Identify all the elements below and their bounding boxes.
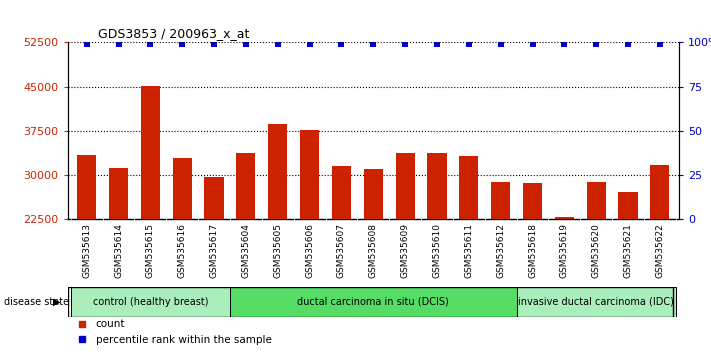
Text: GSM535622: GSM535622 [656,223,664,278]
Text: GSM535619: GSM535619 [560,223,569,278]
Text: GSM535615: GSM535615 [146,223,155,278]
Point [527,41,538,47]
Bar [70,287,230,317]
Legend: count, percentile rank within the sample: count, percentile rank within the sample [73,315,276,349]
Text: GSM535610: GSM535610 [432,223,442,278]
Bar [300,130,319,219]
Point [336,41,347,47]
Text: GSM535605: GSM535605 [273,223,282,278]
Bar [459,156,479,219]
Text: GSM535621: GSM535621 [624,223,633,278]
Bar [77,155,96,219]
Point [113,41,124,47]
Bar [364,169,383,219]
Point [368,41,379,47]
Text: GSM535607: GSM535607 [337,223,346,278]
Text: GSM535617: GSM535617 [210,223,218,278]
Text: GDS3853 / 200963_x_at: GDS3853 / 200963_x_at [98,27,250,40]
Point [272,41,284,47]
Bar [268,125,287,219]
Text: disease state: disease state [4,297,69,307]
Point [176,41,188,47]
Text: invasive ductal carcinoma (IDC): invasive ductal carcinoma (IDC) [518,297,674,307]
Bar [427,153,447,219]
Point [144,41,156,47]
Bar [205,177,223,219]
Text: ▶: ▶ [53,297,60,307]
Point [81,41,92,47]
Text: GSM535613: GSM535613 [82,223,91,278]
Bar [332,166,351,219]
Text: GSM535618: GSM535618 [528,223,537,278]
Point [591,41,602,47]
Bar [109,168,128,219]
Bar [555,217,574,219]
Text: GSM535608: GSM535608 [369,223,378,278]
Bar [173,158,192,219]
Text: ductal carcinoma in situ (DCIS): ductal carcinoma in situ (DCIS) [297,297,449,307]
Text: GSM535614: GSM535614 [114,223,123,278]
Text: GSM535606: GSM535606 [305,223,314,278]
Bar [236,153,255,219]
Bar [141,86,160,219]
Text: control (healthy breast): control (healthy breast) [92,297,208,307]
Point [622,41,634,47]
Point [654,41,665,47]
Text: GSM535609: GSM535609 [400,223,410,278]
Bar [517,287,676,317]
Bar [395,153,415,219]
Bar [587,182,606,219]
Text: GSM535612: GSM535612 [496,223,505,278]
Point [432,41,443,47]
Point [240,41,252,47]
Bar [651,165,670,219]
Bar [523,183,542,219]
Point [208,41,220,47]
Text: GSM535611: GSM535611 [464,223,474,278]
Bar [230,287,517,317]
Text: GSM535616: GSM535616 [178,223,187,278]
Point [304,41,315,47]
Text: GSM535604: GSM535604 [242,223,250,278]
Point [559,41,570,47]
Point [495,41,506,47]
Bar [619,192,638,219]
Point [400,41,411,47]
Text: GSM535620: GSM535620 [592,223,601,278]
Point [463,41,474,47]
Bar [491,182,510,219]
